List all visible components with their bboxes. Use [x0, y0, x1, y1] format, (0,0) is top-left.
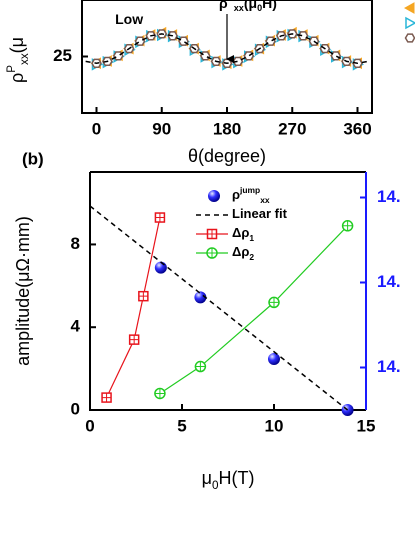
marker: [154, 212, 166, 223]
marker: [194, 291, 207, 304]
legend-marker: [208, 190, 220, 202]
panel-label: (b): [22, 149, 44, 168]
marker: [128, 334, 140, 345]
annotation: Low: [115, 11, 143, 27]
axis-frame: [81, 0, 373, 114]
x-axis-label-part: μ: [202, 468, 212, 488]
marker-cross: [138, 291, 148, 301]
legend-label: Δρ2: [232, 244, 254, 262]
y-axis-label: ρPxx(μ: [5, 37, 31, 83]
fit-line: [85, 33, 369, 65]
legend-label-part: Linear fit: [232, 206, 288, 221]
y-axis-label-part: xx: [18, 53, 31, 65]
marker-cross: [207, 229, 217, 239]
marker: [404, 33, 415, 43]
y-tick-label: 25: [53, 46, 72, 65]
marker-cross: [269, 297, 279, 308]
y-tick-label: 4: [71, 317, 81, 336]
marker-cross: [342, 220, 353, 231]
legend-label-part: 2: [249, 252, 254, 262]
y-axis-label-part: ρ: [7, 73, 27, 83]
y-axis-label-part: P: [5, 65, 18, 73]
series-line: [106, 217, 161, 398]
x-axis-label-part: 0: [212, 479, 219, 492]
legend-marker: [206, 247, 218, 259]
marker: [403, 2, 415, 14]
x-tick-label: 15: [357, 416, 376, 435]
marker-cross: [207, 248, 217, 258]
y2-tick-label: 14.: [377, 187, 401, 206]
marker: [154, 387, 166, 400]
x-tick-label: 180: [213, 119, 241, 138]
marker: [194, 360, 207, 373]
marker: [101, 392, 112, 403]
y-tick-label: 0: [71, 399, 80, 418]
y-axis-label-part: (μ: [7, 37, 27, 53]
x-axis-label: μ0H(T): [202, 468, 255, 492]
axis-frame: [89, 171, 366, 411]
legend-label-part: Δρ: [232, 244, 249, 259]
marker-cross: [155, 213, 165, 223]
marker: [268, 296, 280, 309]
x-tick-label: 0: [85, 416, 94, 435]
legend-label-part: jump: [239, 185, 260, 195]
marker-cross: [154, 388, 165, 399]
x-tick-label: 270: [278, 119, 306, 138]
legend-label-part: ρ: [232, 187, 240, 202]
legend-label-part: Δρ: [232, 225, 249, 240]
annotation-part: xx: [234, 3, 244, 13]
legend-label-part: xx: [260, 195, 270, 205]
annotation-part: (μ: [244, 0, 257, 11]
fit-line: [89, 205, 349, 411]
legend-marker: [206, 228, 218, 240]
y-tick-label: 8: [71, 234, 80, 253]
legend-label-part: 1: [249, 233, 254, 243]
x-tick-label: 0: [92, 119, 101, 138]
x-tick-label: 90: [152, 119, 171, 138]
y2-tick-label: 14.: [377, 272, 401, 291]
series-line: [159, 225, 349, 394]
legend-label: ρjumpxx: [232, 185, 270, 205]
y-axis-label: amplitude(μΩ·mm): [13, 216, 33, 366]
marker-cross: [102, 393, 112, 403]
marker: [154, 261, 167, 274]
x-axis-label-part: H(T): [218, 468, 254, 488]
marker-cross: [129, 335, 139, 345]
legend-label: Δρ1: [232, 225, 254, 243]
annotation: ρPxx(μ0H): [219, 0, 277, 13]
annotation-part: P: [228, 0, 234, 3]
x-tick-label: 5: [177, 416, 186, 435]
marker: [268, 353, 280, 365]
legend-label: Linear fit: [232, 206, 288, 221]
x-tick-label: 10: [265, 416, 284, 435]
marker: [341, 220, 354, 232]
marker-cross: [195, 361, 206, 372]
x-tick-label: 360: [343, 119, 371, 138]
annotation-part: 0: [257, 3, 262, 13]
y2-tick-label: 14.: [377, 357, 401, 376]
marker: [138, 290, 149, 302]
annotation-part: ρ: [219, 0, 228, 11]
x-axis-label: θ(degree): [188, 146, 266, 166]
marker: [405, 16, 415, 30]
marker: [297, 31, 309, 41]
annotation-part: H): [262, 0, 277, 11]
